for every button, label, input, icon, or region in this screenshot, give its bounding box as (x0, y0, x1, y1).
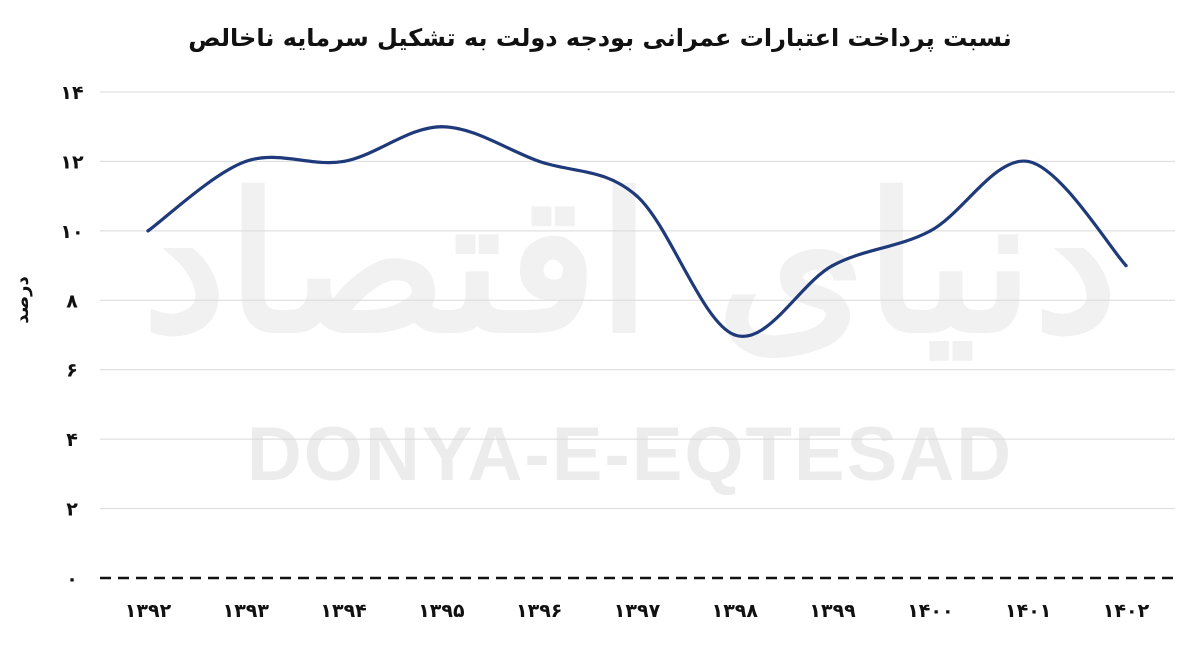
x-tick-label: ۱۳۹۶ (516, 600, 562, 622)
x-tick-label: ۱۳۹۳ (223, 600, 270, 622)
x-tick-label: ۱۳۹۴ (320, 600, 366, 622)
data-point (342, 159, 346, 164)
y-tick-label: ۰ (66, 568, 78, 590)
data-point (733, 333, 737, 337)
data-point (1124, 263, 1128, 268)
y-tick-label: ۱۲ (60, 151, 84, 173)
y-tick-label: ۸ (66, 290, 78, 312)
y-tick-label: ۴ (66, 429, 78, 451)
x-tick-label: ۱۳۹۲ (125, 600, 172, 622)
y-axis-ticks: ۰ ۲ ۴ ۶ ۸ ۱۰ ۱۲ ۱۴ (60, 82, 84, 590)
data-point (537, 159, 541, 164)
series-line (146, 125, 1128, 338)
x-tick-label: ۱۳۹۷ (614, 600, 661, 622)
x-tick-label: ۱۳۹۵ (418, 600, 465, 622)
x-tick-label: ۱۴۰۱ (1005, 600, 1051, 622)
x-tick-label: ۱۴۰۲ (1103, 600, 1150, 622)
y-axis-label: درصد (12, 276, 33, 323)
y-tick-label: ۱۰ (60, 221, 83, 243)
series (146, 125, 1128, 338)
data-point (928, 229, 933, 233)
chart-title: نسبت پرداخت اعتبارات عمرانی بودجه دولت ب… (188, 24, 1011, 52)
x-axis-ticks: ۱۳۹۲ ۱۳۹۳ ۱۳۹۴ ۱۳۹۵ ۱۳۹۶ ۱۳۹۷ ۱۳۹۸ ۱۳۹۹ ۱۴۰۰ ۱۴۰۱… (125, 600, 1150, 622)
x-tick-label: ۱۳۹۹ (809, 600, 856, 622)
data-point (146, 229, 150, 233)
watermark-persian-logo: دنیای اقتصاد (142, 152, 1118, 375)
data-point (439, 125, 443, 129)
y-tick-label: ۶ (66, 360, 78, 382)
x-tick-label: ۱۴۰۰ (907, 600, 953, 622)
data-point (635, 194, 639, 198)
data-point (831, 263, 835, 268)
watermark: دنیای اقتصاد DONYA-E-EQTESAD (142, 152, 1118, 497)
watermark-latin-text: DONYA-E-EQTESAD (247, 412, 1013, 497)
y-tick-label: ۲ (66, 499, 78, 521)
data-point (244, 159, 248, 164)
y-tick-label: ۱۴ (60, 82, 83, 104)
x-tick-label: ۱۳۹۸ (712, 600, 759, 622)
data-point (1026, 159, 1030, 164)
gridlines (100, 91, 1175, 510)
